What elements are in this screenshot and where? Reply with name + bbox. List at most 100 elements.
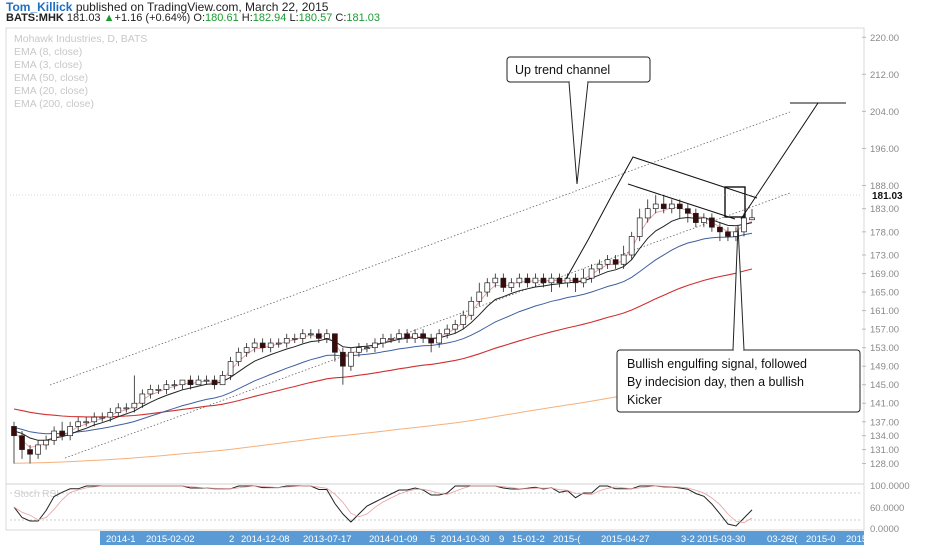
candle-up <box>299 333 306 339</box>
price-tick-label: 153.00 <box>870 343 899 354</box>
candle-up <box>171 384 178 387</box>
candle-down <box>27 449 33 455</box>
candle-up <box>251 342 258 349</box>
published-text: published on TradingView.com, March 22, … <box>75 0 329 14</box>
candle-down <box>717 226 723 233</box>
candle-down <box>524 277 531 284</box>
candle-up <box>460 314 467 325</box>
time-axis[interactable]: 2014-1 2015-02-02 2 2014-12-08 2013-07-17 201… <box>100 531 874 545</box>
candle-up <box>348 351 354 367</box>
ema20-line <box>13 232 753 435</box>
candle-down <box>725 231 731 237</box>
candle-up <box>668 203 675 210</box>
time-tick-label: 2014-12-08 <box>241 534 290 545</box>
candle-up <box>235 351 242 362</box>
time-tick-label: 2013-07-17 <box>303 534 352 545</box>
candle-up <box>484 282 491 293</box>
candle-up <box>324 333 330 339</box>
candle-down <box>420 333 426 339</box>
candle-up <box>291 338 298 340</box>
legend-ema3: EMA (3, close) <box>14 59 82 71</box>
candle-down <box>676 203 683 210</box>
price-axis[interactable]: 220.00 212.00 204.00 196.00 188.00 183.00 178.… <box>862 33 899 470</box>
annotation-signal[interactable]: Bullish engulfing signal, followed By in… <box>616 225 861 413</box>
candle-up <box>444 328 451 335</box>
candle-up <box>652 203 659 210</box>
time-tick-label: 9 <box>499 534 504 545</box>
candle-up <box>468 300 475 316</box>
trend-channel <box>49 111 791 459</box>
candle-up <box>548 277 555 284</box>
candle-up <box>155 388 162 391</box>
time-tick-label: 2015-( <box>846 534 874 545</box>
price-tick-label: 161.00 <box>870 306 899 317</box>
time-tick-label: 2015-02-02 <box>146 534 195 545</box>
candle-up <box>532 277 539 284</box>
price-tick-label: 137.00 <box>870 417 899 428</box>
author-link[interactable]: Tom_Killick <box>6 0 73 14</box>
candle-up <box>147 388 154 395</box>
last-price-marker: 181.03 <box>10 191 903 202</box>
ohlc-line: BATS:MHK 181.03 ▲+1.16 (+0.64%) O:180.61… <box>6 12 380 24</box>
candle-up <box>596 263 603 270</box>
time-tick-label: 03-26 <box>767 534 791 545</box>
price-tick-label: 141.00 <box>870 399 899 410</box>
candle-up <box>163 384 170 390</box>
candle-up <box>564 277 571 284</box>
candle-down <box>612 259 619 265</box>
last-price: 181.03 <box>66 12 101 24</box>
time-tick-label: 2( <box>789 534 798 545</box>
candle-up <box>51 430 57 441</box>
time-tick-label: 2014-1 <box>106 534 136 545</box>
stoch-tick-100: 100.0000 <box>870 481 910 492</box>
candle-up <box>364 347 370 350</box>
legend-ema200: EMA (200, close) <box>14 98 94 110</box>
candle-up <box>43 439 49 446</box>
candle-up <box>492 277 499 284</box>
legend-ema8: EMA (8, close) <box>14 46 82 58</box>
candle-up <box>83 421 90 424</box>
time-tick-label: 2015-( <box>553 534 581 545</box>
candle-up <box>243 347 250 353</box>
candle-down <box>556 277 563 284</box>
candle-down <box>332 333 338 353</box>
annotation-signal-line1: Bullish engulfing signal, followed <box>627 357 807 371</box>
candle-up <box>267 342 274 349</box>
symbol-label: BATS:MHK <box>6 12 64 24</box>
time-tick-label: 2015-04-27 <box>601 534 650 545</box>
change-value: +1.16 (+0.64%) <box>114 12 191 24</box>
price-tick-label: 220.00 <box>870 33 899 44</box>
candle-up <box>227 361 234 376</box>
price-tick-label: 178.00 <box>870 227 899 238</box>
annotation-channel[interactable]: Up trend channel <box>506 56 651 185</box>
candle-up <box>628 236 635 256</box>
candle-up <box>219 375 226 386</box>
annotation-signal-line3: Kicker <box>627 393 662 407</box>
candle-down <box>187 379 194 386</box>
candle-up <box>620 254 627 265</box>
candle-up <box>356 347 362 353</box>
candle-up <box>283 338 290 344</box>
candle-up <box>107 412 114 418</box>
candle-up <box>307 333 314 336</box>
candle-up <box>741 217 747 233</box>
candles <box>11 194 755 464</box>
price-tick-label: 149.00 <box>870 362 899 373</box>
candle-up <box>275 342 282 345</box>
candle-up <box>115 407 122 413</box>
stoch-tick-0: 0.0000 <box>870 524 899 535</box>
candle-up <box>99 416 106 419</box>
candle-up <box>388 338 394 340</box>
pattern-highlight-box <box>724 186 746 218</box>
ema50-line <box>13 268 753 418</box>
candle-down <box>340 351 346 367</box>
high-value: 182.94 <box>252 12 287 24</box>
candle-down <box>19 435 25 450</box>
candle-up <box>436 333 442 344</box>
price-tick-label: 165.00 <box>870 288 899 299</box>
candle-down <box>709 217 715 228</box>
candle-up <box>516 277 523 284</box>
candle-up <box>412 333 418 339</box>
time-tick-label: 2 <box>229 534 234 545</box>
